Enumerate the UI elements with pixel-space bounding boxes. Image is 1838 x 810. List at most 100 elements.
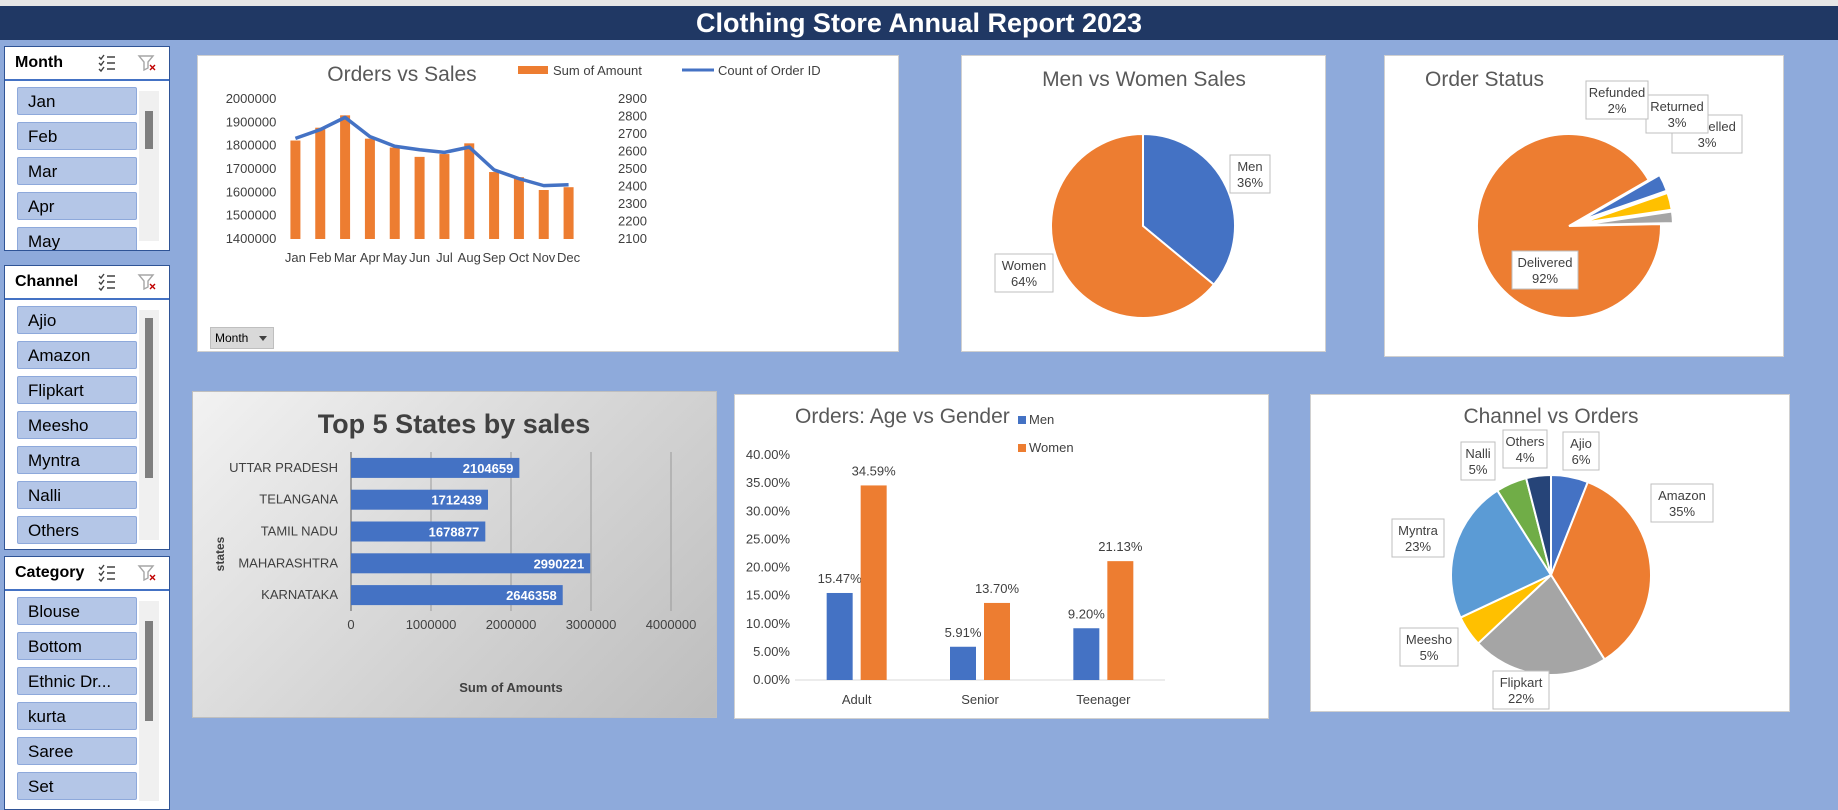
x-tick-label: Nov	[532, 250, 556, 265]
channel-vs-orders-chart[interactable]: Channel vs Orders Ajio 6% Amazon 35% Flipkar…	[1310, 394, 1790, 712]
bar-sep	[489, 172, 500, 239]
channel-slicer[interactable]: Channel Ajio Amazon Flipkart Meesho Mynt…	[4, 265, 170, 550]
men-vs-women-chart[interactable]: Men vs Women Sales Men 36% Women 64%	[961, 55, 1326, 352]
slicer-item-apr[interactable]: Apr	[17, 192, 137, 220]
bar-adult-men	[826, 592, 853, 680]
dropdown-caret-icon	[259, 336, 267, 341]
bar-tamil-nadu	[351, 521, 486, 542]
slicer-scrollbar[interactable]	[139, 601, 159, 801]
age-vs-gender-svg: Orders: Age vs Gender Men Women 40.00% 35…	[746, 405, 1165, 707]
bar-apr	[364, 138, 375, 239]
slicer-item-saree[interactable]: Saree	[17, 737, 137, 765]
data-label-nalli: Nalli	[1465, 446, 1490, 461]
pie-plot: Cancelled3%Returned3%Refunded2%Delivered…	[1476, 80, 1743, 319]
scroll-thumb[interactable]	[145, 111, 153, 149]
orders-vs-sales-svg: Orders vs Sales Sum of Amount Count of O…	[226, 63, 821, 265]
slicer-item-nalli[interactable]: Nalli	[17, 481, 137, 509]
x-tick-label: Jan	[285, 250, 306, 265]
scroll-thumb[interactable]	[145, 318, 153, 478]
slicer-item-ajio[interactable]: Ajio	[17, 306, 137, 334]
top-states-chart[interactable]: Top 5 States by sales states Sum of Amou…	[192, 391, 717, 718]
orders-vs-sales-chart[interactable]: Orders vs Sales Sum of Amount Count of O…	[197, 55, 899, 352]
bar-karnataka	[351, 585, 563, 606]
clear-filter-icon[interactable]	[137, 563, 157, 583]
slicer-item-set[interactable]: Set	[17, 772, 137, 800]
data-label-pct: 35%	[1669, 504, 1695, 519]
multi-select-icon[interactable]	[97, 53, 117, 73]
category-slicer[interactable]: Category Blouse Bottom Ethnic Dr... kurt…	[4, 556, 170, 810]
x-tick-label: 4000000	[646, 617, 697, 632]
bar-dec	[563, 187, 574, 239]
slicer-item-others[interactable]: Others	[17, 516, 137, 544]
chart-title: Orders vs Sales	[327, 63, 476, 86]
clear-filter-icon[interactable]	[137, 272, 157, 292]
x-tick-label: Oct	[509, 250, 530, 265]
month-filter-label: Month	[215, 331, 249, 345]
x-axis-title: Sum of Amounts	[459, 680, 563, 695]
clear-filter-icon[interactable]	[137, 53, 157, 73]
multi-select-icon[interactable]	[97, 272, 117, 292]
slicer-item-may[interactable]: May	[17, 227, 137, 250]
y-tick-label: 1500000	[226, 208, 277, 223]
data-label: 2990221	[534, 556, 585, 571]
y-tick-label: 1800000	[226, 138, 277, 153]
data-label-pct: 2%	[1608, 101, 1627, 116]
slicer-item-meesho[interactable]: Meesho	[17, 411, 137, 439]
y-tick-label: 0.00%	[753, 672, 790, 687]
y-tick-label: 10.00%	[746, 616, 791, 631]
y-tick-label: 1700000	[226, 161, 277, 176]
bar-uttar-pradesh	[351, 457, 520, 478]
slicer-item-kurta[interactable]: kurta	[17, 702, 137, 730]
slicer-item-myntra[interactable]: Myntra	[17, 446, 137, 474]
bar-senior-men	[950, 646, 976, 680]
slicer-scrollbar[interactable]	[139, 310, 159, 540]
month-filter-button[interactable]: Month	[210, 327, 274, 349]
slicer-title: Category	[15, 564, 85, 581]
chart-title: Orders: Age vs Gender	[795, 405, 1010, 428]
bar-senior-women	[984, 602, 1010, 680]
slicer-item-amazon[interactable]: Amazon	[17, 341, 137, 369]
pie-slice-cancelled	[1579, 173, 1669, 222]
data-label-ajio: Ajio	[1570, 436, 1592, 451]
data-label-box	[1650, 483, 1714, 523]
y-tick-label: UTTAR PRADESH	[229, 460, 338, 475]
y2-tick-label: 2300	[618, 196, 647, 211]
data-label: 9.20%	[1068, 606, 1105, 621]
slicer-item-blouse[interactable]: Blouse	[17, 597, 137, 625]
x-tick-label: Apr	[360, 250, 381, 265]
x-tick-label: 2000000	[486, 617, 537, 632]
orders-line	[294, 115, 569, 188]
order-status-chart[interactable]: Order Status Cancelled3%Returned3%Refund…	[1384, 55, 1784, 357]
chart-plot-area: 2000000 1900000 1800000 1700000 1600000 15000…	[226, 91, 647, 265]
slicer-item-jan[interactable]: Jan	[17, 87, 137, 115]
slicer-scrollbar[interactable]	[139, 91, 159, 241]
slicer-item-ethnic-dress[interactable]: Ethnic Dr...	[17, 667, 137, 695]
slicer-item-flipkart[interactable]: Flipkart	[17, 376, 137, 404]
bar-jun	[414, 156, 425, 239]
multi-select-icon[interactable]	[97, 563, 117, 583]
data-label: 2646358	[506, 588, 557, 603]
y-tick-label: TELANGANA	[259, 492, 338, 507]
scroll-thumb[interactable]	[145, 621, 153, 721]
month-slicer[interactable]: Month Jan Feb Mar Apr May	[4, 46, 170, 251]
y2-tick-label: 2700	[618, 126, 647, 141]
data-label-myntra: Myntra	[1398, 523, 1439, 538]
bar-teenager-men	[1073, 628, 1100, 680]
slicer-item-bottom[interactable]: Bottom	[17, 632, 137, 660]
x-tick-label: 1000000	[406, 617, 457, 632]
y-tick-label: 35.00%	[746, 475, 791, 490]
x-tick-label: Sep	[483, 250, 506, 265]
legend-label-men: Men	[1029, 412, 1054, 427]
x-tick-label: Adult	[842, 692, 872, 707]
slicer-title: Channel	[15, 273, 79, 290]
slicer-item-mar[interactable]: Mar	[17, 157, 137, 185]
slicer-item-feb[interactable]: Feb	[17, 122, 137, 150]
age-vs-gender-chart[interactable]: Orders: Age vs Gender Men Women 40.00% 35…	[734, 394, 1269, 719]
data-label-delivered: Delivered	[1518, 255, 1573, 270]
x-tick-label: Dec	[557, 250, 581, 265]
data-label-box	[1391, 518, 1445, 558]
y2-tick-label: 2200	[618, 214, 647, 229]
data-label-box	[994, 253, 1054, 293]
